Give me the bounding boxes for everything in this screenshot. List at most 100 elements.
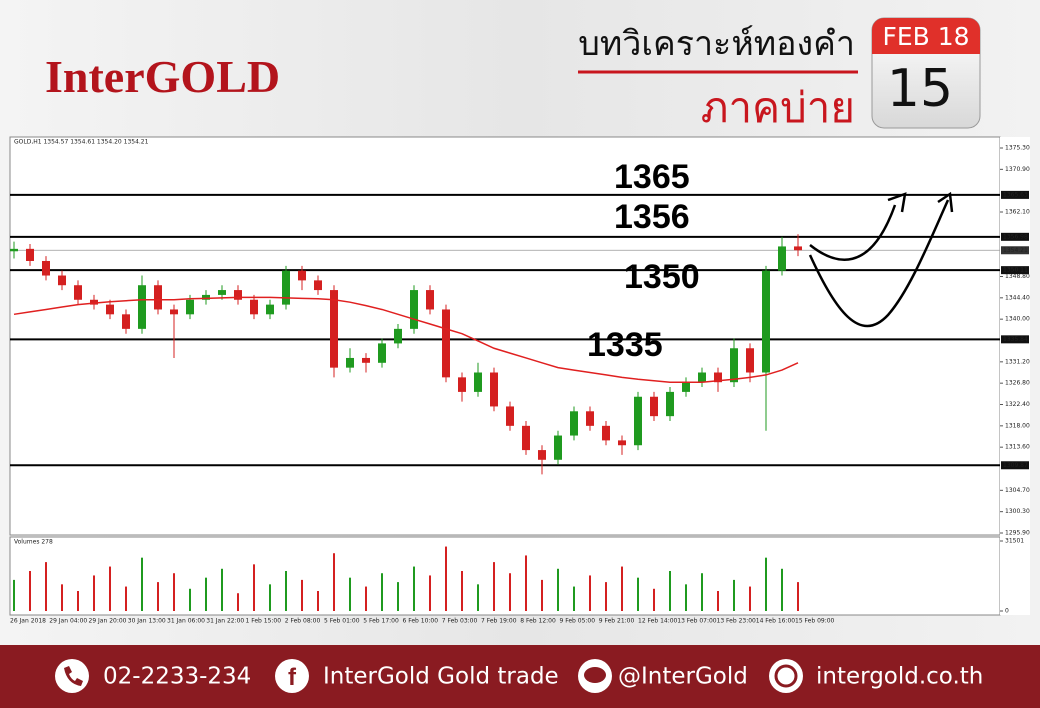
candle-body (202, 294, 210, 300)
candle-body (522, 425, 530, 451)
calendar-top (872, 18, 980, 54)
candle-body (346, 357, 354, 368)
candle-body (314, 280, 322, 291)
candle-body (330, 290, 338, 368)
y-tick-label: 1340.00 (1005, 316, 1030, 323)
x-tick-label: 26 Jan 2018 (10, 618, 46, 625)
x-tick-label: 12 Feb 14:00 (638, 618, 678, 625)
level-annotation: 1356 (614, 198, 690, 236)
calendar-month: FEB 18 (882, 22, 969, 51)
candle-body (298, 270, 306, 281)
candle-body (282, 270, 290, 305)
facebook-glyph: f (288, 664, 297, 691)
x-tick-label: 13 Feb 23:00 (717, 618, 757, 625)
y-tick-label: 1370.90 (1005, 166, 1030, 173)
x-tick-label: 7 Feb 19:00 (481, 618, 517, 625)
x-tick-label: 7 Feb 03:00 (442, 618, 478, 625)
price-axis (1000, 137, 1030, 615)
candle-body (234, 290, 242, 300)
level-box (1001, 232, 1029, 241)
candle-body (778, 246, 786, 271)
x-tick-label: 29 Jan 20:00 (89, 618, 127, 625)
arrow (809, 204, 897, 261)
candle-body (106, 304, 114, 315)
x-tick-label: 9 Feb 05:00 (560, 618, 596, 625)
candle-body (666, 391, 674, 417)
candle-body (122, 314, 130, 329)
level-box (1001, 266, 1029, 275)
candle-body (362, 357, 370, 363)
candle-body (730, 348, 738, 383)
arrow-head (937, 191, 954, 213)
phone-glyph (64, 666, 83, 686)
y-tick-label: 1304.70 (1005, 487, 1030, 494)
moving-average (13, 296, 799, 383)
current-price-box (1001, 246, 1029, 255)
candle-body (218, 290, 226, 295)
footer-band (0, 645, 1040, 708)
x-tick-label: 8 Feb 12:00 (520, 618, 556, 625)
y-tick-label: 1326.80 (1005, 380, 1030, 387)
candle-body (698, 372, 706, 383)
level-annotation: 1365 (614, 158, 690, 196)
facebook: InterGold Gold trade (323, 664, 559, 690)
candle-body (474, 372, 482, 392)
candle-body (170, 309, 178, 315)
y-tick-label: 1362.10 (1005, 209, 1030, 216)
candle-body (410, 290, 418, 329)
candle-body (762, 270, 770, 373)
x-tick-label: 5 Feb 17:00 (363, 618, 399, 625)
candle-body (506, 406, 514, 426)
level-label: 1365.63 (1003, 191, 1028, 198)
candle-body (90, 299, 98, 305)
candle-body (42, 260, 50, 276)
y-tick-label: 1313.60 (1005, 444, 1030, 451)
x-tick-label: 29 Jan 04:00 (49, 618, 87, 625)
y-tick-label: 1300.30 (1005, 508, 1030, 515)
volume-label: Volumes 278 (14, 539, 53, 546)
candle-body (154, 285, 162, 310)
candle-body (554, 435, 562, 460)
candle-body (26, 248, 34, 261)
y-tick-label: 1344.40 (1005, 294, 1030, 301)
level-box (1001, 461, 1029, 470)
candle-body (426, 290, 434, 310)
candle-body (250, 299, 258, 315)
phone-icon (55, 659, 89, 693)
x-tick-label: 31 Jan 06:00 (167, 618, 205, 625)
level-annotation: 1350 (624, 258, 700, 296)
volume-tick-label: 0 (1005, 608, 1009, 615)
candle-body (138, 285, 146, 329)
calendar-day: 15 (887, 59, 953, 119)
candle-body (74, 285, 82, 300)
candle-body (602, 425, 610, 441)
x-tick-label: 9 Feb 21:00 (599, 618, 635, 625)
candle-body (634, 396, 642, 446)
candle-body (378, 343, 386, 363)
forecast-arrows (808, 191, 954, 328)
arrow (808, 199, 950, 328)
logo: InterGOLD (45, 51, 280, 102)
web-icon (769, 659, 803, 693)
x-tick-label: 15 Feb 09:00 (795, 618, 835, 625)
level-annotation: 1335 (587, 326, 663, 364)
level-label: 1335.84 (1003, 336, 1028, 343)
candle-body (10, 248, 18, 252)
candle-body (266, 304, 274, 315)
candle-body (538, 450, 546, 460)
candle-body (618, 440, 626, 446)
candle-body (650, 396, 658, 417)
line-id: @InterGold (618, 664, 748, 690)
x-tick-label: 5 Feb 01:00 (324, 618, 360, 625)
candle-body (682, 382, 690, 392)
level-label: 1309.87 (1003, 462, 1028, 469)
x-tick-label: 6 Feb 10:00 (403, 618, 439, 625)
x-tick-label: 30 Jan 13:00 (128, 618, 166, 625)
y-tick-label: 1295.90 (1005, 530, 1030, 537)
candle-body (746, 348, 754, 373)
symbol-info: GOLD,H1 1354.57 1354.61 1354.20 1354.21 (14, 139, 149, 146)
subtitle: ภาคบ่าย (701, 83, 855, 132)
volume-tick-label: 31501 (1005, 538, 1024, 545)
x-tick-label: 14 Feb 16:00 (756, 618, 796, 625)
